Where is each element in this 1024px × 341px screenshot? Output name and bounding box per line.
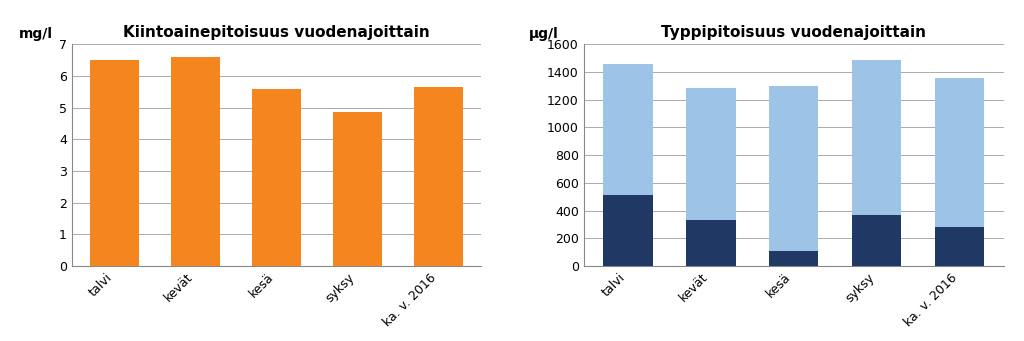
- Text: μg/l: μg/l: [529, 27, 559, 41]
- Bar: [90, 60, 139, 266]
- Bar: [603, 64, 652, 195]
- Title: Kiintoainepitoisuus vuodenajoittain: Kiintoainepitoisuus vuodenajoittain: [123, 25, 430, 40]
- Bar: [769, 86, 818, 251]
- Title: Typpipitoisuus vuodenajoittain: Typpipitoisuus vuodenajoittain: [662, 25, 926, 40]
- Bar: [252, 89, 301, 266]
- Text: mg/l: mg/l: [18, 27, 52, 41]
- Bar: [171, 57, 220, 266]
- Bar: [852, 60, 901, 215]
- Bar: [852, 215, 901, 266]
- Bar: [603, 195, 652, 266]
- Bar: [414, 87, 463, 266]
- Bar: [333, 113, 382, 266]
- Bar: [686, 88, 735, 220]
- Bar: [935, 77, 984, 227]
- Bar: [769, 251, 818, 266]
- Bar: [686, 220, 735, 266]
- Bar: [935, 227, 984, 266]
